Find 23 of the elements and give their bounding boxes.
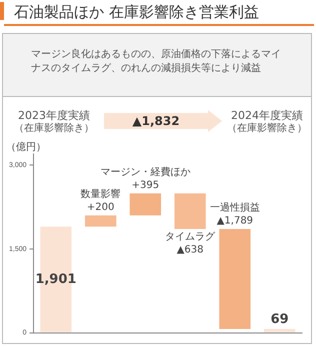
data-label: +200: [86, 202, 114, 213]
bar: [130, 193, 162, 216]
data-label: 69: [270, 312, 289, 327]
text: （在庫影響除き）: [227, 123, 307, 134]
text: （在庫影響除き）: [14, 123, 94, 134]
data-label: 1,901: [35, 272, 76, 288]
data-label: +395: [132, 180, 160, 191]
bar: [219, 228, 251, 329]
chart-title: 石油製品ほか 在庫影響除き営業利益: [14, 3, 259, 22]
chart-subtitle: マージン良化はあるものの、原油価格の下落によるマイナスのタイムラグ、のれんの減損損失等により減益: [2, 33, 312, 97]
text: 2024年度実績: [230, 109, 304, 122]
text: 2023年度実績: [17, 109, 91, 122]
bar: [264, 328, 296, 332]
x-tick-label: 一過性損益: [210, 202, 260, 214]
data-label: ▲638: [176, 244, 204, 256]
x-tick-label: マージン・経費ほか: [100, 166, 190, 178]
data-label: ▲1,789: [216, 216, 254, 227]
x-tick-label: タイムラグ: [165, 232, 216, 243]
bar: [174, 193, 206, 229]
x-tick-label: 数量影響: [80, 188, 121, 200]
bar: [84, 215, 116, 227]
text: ▲1,832: [104, 112, 208, 130]
y-axis-title: （億円）: [6, 141, 46, 153]
